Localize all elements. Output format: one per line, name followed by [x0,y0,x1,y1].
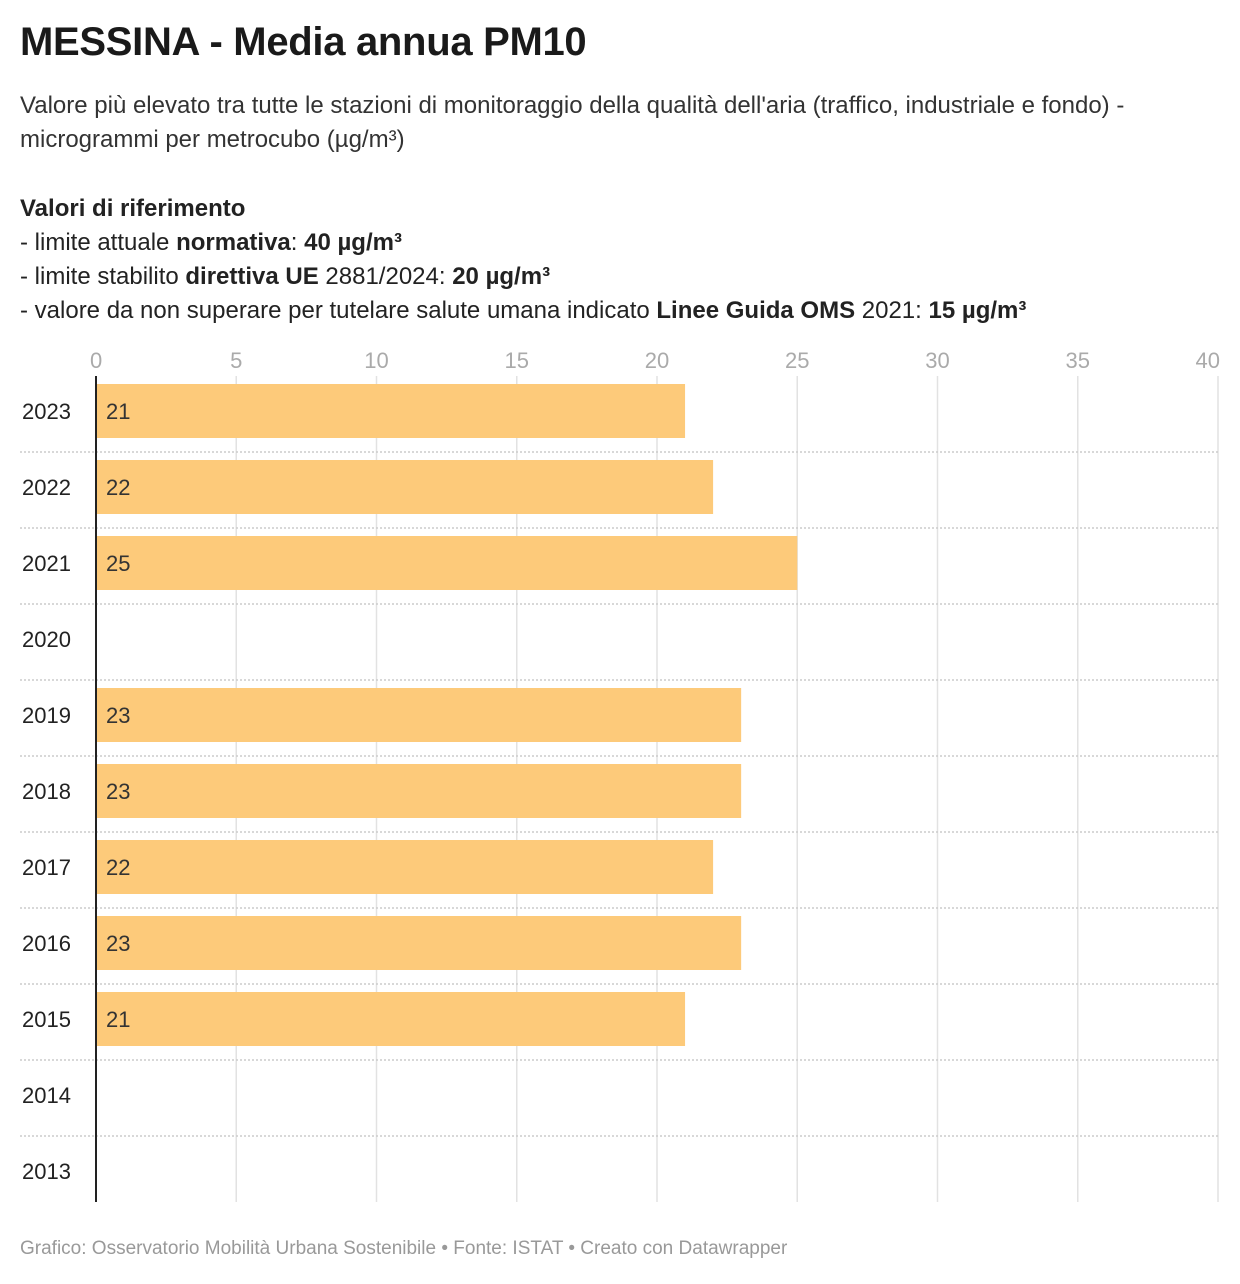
y-category-label: 2014 [22,1083,71,1108]
y-category-label: 2019 [22,703,71,728]
x-tick-label: 15 [505,348,529,373]
reference-value-line: - limite attuale normativa: 40 µg/m³ [20,226,1220,260]
y-category-label: 2022 [22,475,71,500]
x-tick-label: 5 [230,348,242,373]
reference-value-emphasis: normativa [176,229,291,256]
reference-values-heading: Valori di riferimento [20,195,246,222]
reference-value-text: : [290,229,305,256]
bar-value-label: 21 [106,1007,130,1032]
y-category-label: 2023 [22,399,71,424]
reference-values-notes: Valori di riferimento - limite attuale n… [20,192,1220,328]
bar-value-label: 25 [106,551,130,576]
bar [96,536,798,590]
reference-value-line: - limite stabilito direttiva UE 2881/202… [20,260,1220,294]
reference-value-text: - limite stabilito [20,263,186,290]
y-category-label: 2015 [22,1007,71,1032]
y-category-label: 2021 [22,551,71,576]
pm10-bar-chart: 0 5 10 15 20 25 30 35 40 2023 21 2022 22 2021 25 2020 20… [20,348,1220,1202]
x-tick-label: 30 [925,348,949,373]
reference-value-emphasis: Linee Guida OMS [656,297,856,324]
reference-value-text: - limite attuale [20,229,177,256]
bar [96,916,742,970]
x-tick-label: 10 [364,348,388,373]
bar-value-label: 23 [106,703,130,728]
bar-value-label: 22 [106,855,130,880]
chart-title: MESSINA - Media annua PM10 [20,20,587,64]
x-tick-label: 20 [645,348,669,373]
y-category-label: 2013 [22,1159,71,1184]
y-category-label: 2016 [22,931,71,956]
x-tick-label: 25 [785,348,809,373]
reference-value-text: - valore da non superare per tutelare sa… [20,297,657,324]
reference-value-text: 2881/2024: [318,263,453,290]
bar [96,460,714,514]
bar [96,992,686,1046]
chart-subtitle: Valore più elevato tra tutte le stazioni… [20,92,1125,153]
y-category-label: 2017 [22,855,71,880]
y-category-label: 2020 [22,627,71,652]
bar [96,840,714,894]
reference-value-emphasis: 20 µg/m³ [452,263,551,290]
x-tick-label: 35 [1066,348,1090,373]
chart-footer: Grafico: Osservatorio Mobilità Urbana So… [20,1238,788,1259]
bar [96,384,686,438]
bar-value-label: 21 [106,399,130,424]
reference-value-line: - valore da non superare per tutelare sa… [20,294,1220,328]
x-tick-label: 0 [90,348,102,373]
reference-values-list: - limite attuale normativa: 40 µg/m³ - li… [20,226,1220,328]
reference-value-emphasis: 40 µg/m³ [304,229,402,256]
bar-value-label: 23 [106,779,130,804]
bar-value-label: 23 [106,931,130,956]
bar [96,688,742,742]
x-tick-label: 40 [1196,348,1220,373]
y-category-label: 2018 [22,779,71,804]
bar-value-label: 22 [106,475,130,500]
reference-value-emphasis: 15 µg/m³ [928,297,1027,324]
reference-value-text: 2021: [855,297,929,324]
bar [96,764,742,818]
reference-value-emphasis: direttiva UE [185,263,319,290]
